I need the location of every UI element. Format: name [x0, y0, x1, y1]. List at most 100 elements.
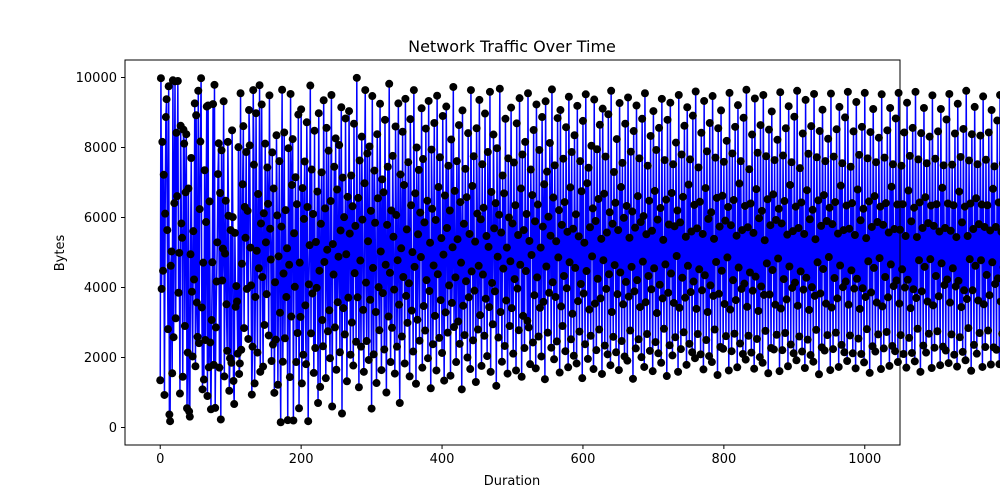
- data-point: [557, 302, 566, 311]
- data-point: [403, 318, 412, 327]
- data-point: [455, 339, 464, 348]
- data-point: [798, 347, 807, 356]
- data-point: [826, 89, 835, 98]
- data-point: [397, 244, 406, 253]
- data-point: [706, 281, 715, 290]
- data-point: [664, 288, 673, 297]
- data-point: [997, 228, 1000, 236]
- data-point: [822, 299, 831, 308]
- data-point: [357, 132, 366, 141]
- data-point: [528, 191, 537, 200]
- data-point: [827, 303, 836, 312]
- data-point: [550, 161, 559, 170]
- data-point: [359, 305, 368, 314]
- data-point: [414, 230, 423, 239]
- data-point: [528, 338, 537, 347]
- data-point: [862, 325, 871, 334]
- data-point: [730, 329, 739, 338]
- data-point: [298, 184, 307, 193]
- data-point: [345, 229, 354, 238]
- data-point: [465, 229, 474, 238]
- data-point: [161, 113, 170, 122]
- data-point: [937, 259, 946, 268]
- data-point: [705, 119, 714, 127]
- data-point: [578, 374, 587, 383]
- data-point: [628, 374, 637, 383]
- data-point: [349, 361, 358, 370]
- data-point: [831, 328, 840, 337]
- data-point: [189, 227, 198, 236]
- data-point: [326, 197, 335, 206]
- data-point: [385, 79, 394, 88]
- data-point: [318, 342, 327, 351]
- data-point: [485, 87, 494, 96]
- data-point: [680, 121, 689, 130]
- data-point: [603, 350, 612, 359]
- data-point: [708, 92, 717, 101]
- data-point: [848, 349, 857, 358]
- data-point: [172, 128, 181, 137]
- data-point: [834, 362, 843, 371]
- data-point: [719, 344, 728, 353]
- data-point: [750, 94, 759, 103]
- data-point: [785, 262, 794, 271]
- data-point: [973, 160, 982, 169]
- data-point: [769, 190, 778, 199]
- data-point: [370, 166, 379, 175]
- data-point: [259, 209, 268, 218]
- data-point: [241, 233, 250, 242]
- data-point: [171, 314, 180, 323]
- data-point: [213, 238, 222, 247]
- data-point: [562, 284, 571, 293]
- data-point: [354, 193, 363, 202]
- data-point: [632, 101, 641, 110]
- data-point: [608, 219, 617, 228]
- data-point: [274, 252, 283, 261]
- data-point: [746, 199, 755, 208]
- data-point: [524, 323, 533, 332]
- data-point: [328, 240, 337, 249]
- data-point: [340, 330, 349, 339]
- data-point: [452, 157, 461, 166]
- data-point: [388, 323, 397, 332]
- data-point: [665, 341, 674, 350]
- data-point: [981, 155, 990, 164]
- data-point: [631, 344, 640, 353]
- data-point: [377, 366, 386, 375]
- data-point: [764, 369, 773, 378]
- data-point: [514, 231, 523, 239]
- data-point: [776, 88, 785, 97]
- data-point: [398, 127, 407, 136]
- data-point: [859, 204, 868, 213]
- plot-area: [125, 60, 1000, 445]
- data-point: [194, 339, 203, 348]
- data-point: [762, 259, 771, 268]
- data-point: [544, 212, 553, 221]
- data-point: [595, 325, 604, 334]
- data-point: [498, 171, 507, 180]
- data-point: [541, 97, 550, 106]
- data-point: [539, 297, 548, 306]
- data-point: [338, 173, 347, 182]
- data-point: [288, 135, 297, 144]
- data-point: [242, 148, 251, 157]
- data-point: [302, 360, 311, 369]
- data-point: [960, 286, 969, 295]
- data-point: [439, 250, 448, 259]
- data-point: [758, 358, 767, 367]
- data-point: [461, 164, 470, 173]
- data-point: [330, 162, 339, 171]
- data-point: [252, 246, 261, 255]
- data-point: [383, 162, 392, 171]
- data-point: [462, 277, 470, 286]
- data-point: [547, 343, 556, 352]
- data-point: [178, 372, 187, 381]
- data-point: [389, 232, 398, 241]
- data-point: [392, 342, 401, 351]
- data-point: [211, 403, 220, 412]
- data-point: [870, 192, 879, 201]
- data-point: [381, 260, 390, 269]
- data-point: [836, 181, 845, 190]
- data-point: [248, 342, 257, 351]
- data-point: [965, 156, 974, 165]
